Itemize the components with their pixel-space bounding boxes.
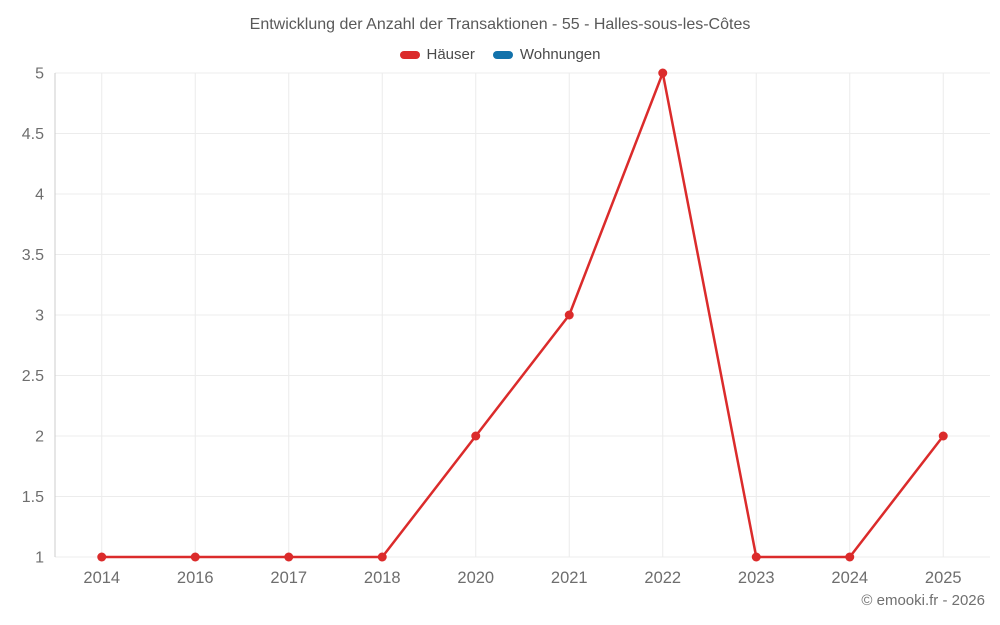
- x-tick-label: 2017: [270, 569, 307, 587]
- copyright: © emooki.fr - 2026: [861, 592, 985, 609]
- data-point-marker[interactable]: [845, 552, 855, 562]
- x-tick-label: 2023: [738, 569, 775, 587]
- x-tick-label: 2024: [831, 569, 868, 587]
- y-tick-label: 4: [35, 187, 44, 204]
- legend-label-haeuser: Häuser: [426, 46, 475, 63]
- y-tick-label: 3: [35, 308, 44, 325]
- y-tick-label: 5: [35, 66, 44, 83]
- y-tick-label: 2: [35, 429, 44, 446]
- data-point-marker[interactable]: [284, 552, 294, 562]
- x-tick-label: 2018: [364, 569, 401, 587]
- data-point-marker[interactable]: [751, 552, 761, 562]
- y-tick-label: 1.5: [22, 489, 44, 506]
- series-line-häuser[interactable]: [100, 71, 945, 559]
- data-point-marker[interactable]: [97, 552, 107, 562]
- y-tick-label: 2.5: [22, 368, 44, 385]
- legend-item-haeuser[interactable]: Häuser: [399, 46, 475, 63]
- data-point-marker[interactable]: [190, 552, 200, 562]
- wohnungen-series-swatch-icon: [492, 50, 513, 59]
- x-tick-label: 2014: [83, 569, 120, 587]
- legend-item-wohnungen[interactable]: Wohnungen: [492, 46, 601, 63]
- legend-label-wohnungen: Wohnungen: [519, 46, 601, 63]
- x-tick-label: 2025: [925, 569, 962, 587]
- x-tick-label: 2016: [177, 569, 214, 587]
- data-point-marker[interactable]: [377, 552, 387, 562]
- data-point-marker[interactable]: [938, 431, 948, 441]
- y-tick-label: 4.5: [22, 126, 44, 143]
- x-tick-label: 2021: [551, 569, 588, 587]
- y-tick-label: 1: [35, 550, 44, 567]
- x-tick-label: 2022: [644, 569, 681, 587]
- chart-title: Entwicklung der Anzahl der Transaktionen…: [249, 16, 751, 33]
- data-point-marker[interactable]: [471, 431, 481, 441]
- data-point-marker[interactable]: [658, 68, 668, 78]
- x-tick-label: 2020: [457, 569, 494, 587]
- data-point-marker[interactable]: [564, 310, 574, 320]
- y-tick-label: 3.5: [22, 247, 44, 264]
- legend: Häuser Wohnungen: [0, 46, 1000, 63]
- haeuser-series-swatch-icon: [399, 50, 420, 59]
